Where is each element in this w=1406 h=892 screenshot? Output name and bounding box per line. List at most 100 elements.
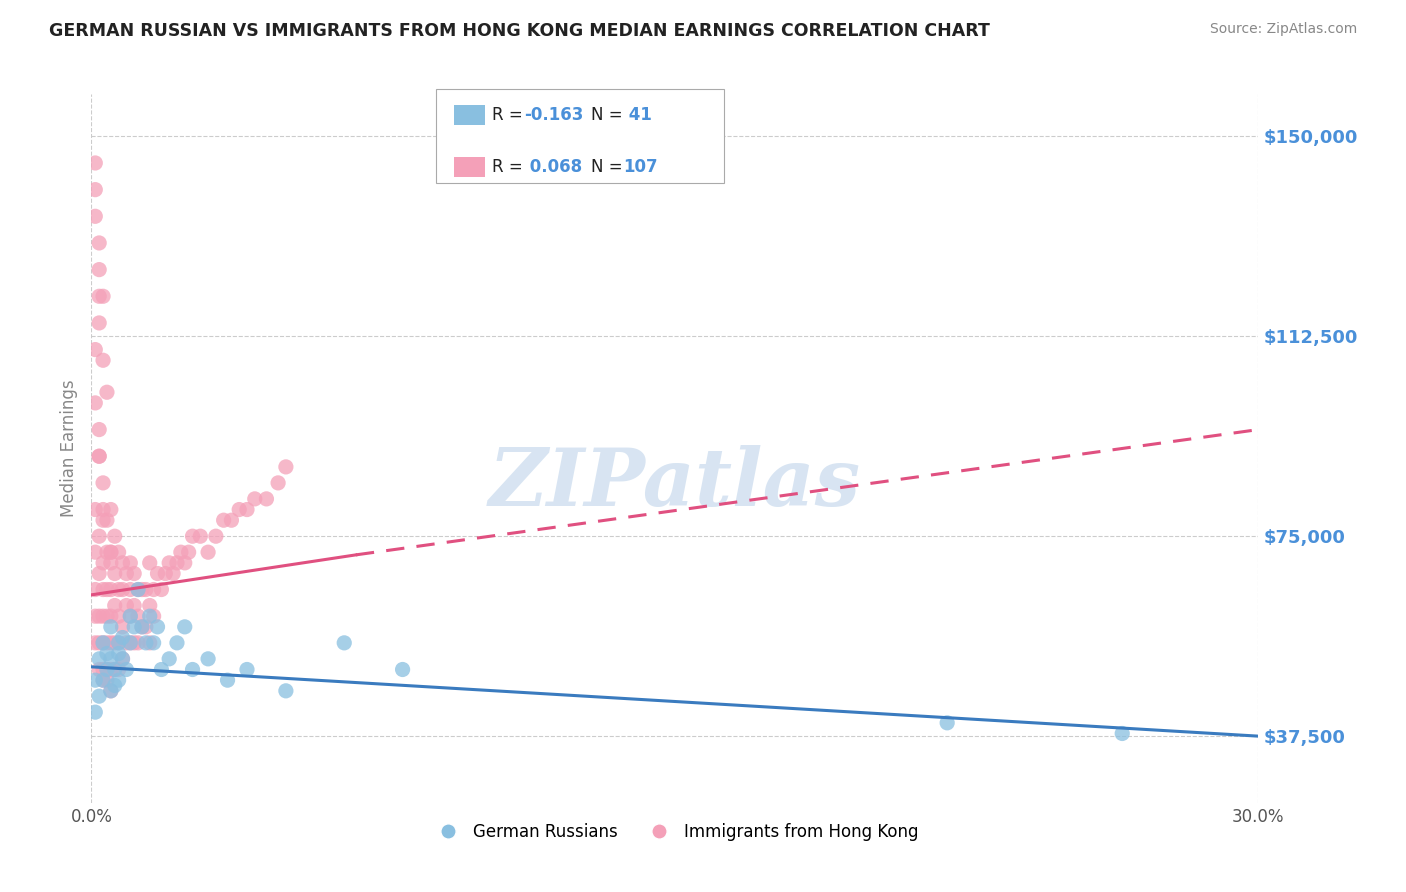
Point	[127, 582, 149, 597]
Point	[146, 620, 169, 634]
Point	[150, 663, 173, 677]
Point	[96, 385, 118, 400]
Point	[89, 566, 111, 581]
Point	[111, 556, 134, 570]
Point	[91, 353, 114, 368]
Point	[120, 636, 142, 650]
Point	[96, 663, 118, 677]
Point	[89, 449, 111, 463]
Point	[142, 636, 165, 650]
Text: -0.163: -0.163	[524, 106, 583, 124]
Point	[100, 636, 122, 650]
Point	[274, 459, 297, 474]
Point	[120, 609, 142, 624]
Text: ZIPatlas: ZIPatlas	[489, 445, 860, 523]
Point	[111, 652, 134, 666]
Point	[157, 652, 180, 666]
Point	[84, 183, 107, 197]
Point	[89, 289, 111, 303]
Point	[333, 636, 356, 650]
Point	[243, 491, 266, 506]
Point	[107, 663, 129, 677]
Point	[122, 599, 145, 613]
Point	[138, 636, 162, 650]
Point	[91, 556, 114, 570]
Text: 41: 41	[623, 106, 652, 124]
Point	[274, 683, 297, 698]
Point	[104, 529, 127, 543]
Point	[205, 529, 228, 543]
Point	[96, 636, 118, 650]
Point	[89, 689, 111, 703]
Point	[173, 556, 195, 570]
Point	[142, 582, 165, 597]
Point	[131, 620, 153, 634]
Point	[107, 647, 129, 661]
Point	[84, 502, 107, 516]
Point	[84, 209, 107, 223]
Point	[84, 156, 107, 170]
Point	[104, 599, 127, 613]
Point	[104, 663, 127, 677]
Point	[391, 663, 413, 677]
Text: R =: R =	[492, 158, 529, 176]
Point	[217, 673, 239, 688]
Point	[228, 502, 250, 516]
Point	[1111, 726, 1133, 740]
Point	[96, 647, 118, 661]
Point	[127, 582, 149, 597]
Point	[84, 673, 107, 688]
Point	[96, 663, 118, 677]
Point	[135, 636, 157, 650]
Point	[131, 582, 153, 597]
Point	[100, 663, 122, 677]
Point	[91, 582, 114, 597]
Point	[100, 620, 122, 634]
Point	[84, 396, 107, 410]
Point	[115, 566, 138, 581]
Point	[89, 663, 111, 677]
Point	[96, 582, 118, 597]
Point	[100, 545, 122, 559]
Point	[91, 609, 114, 624]
Point	[100, 545, 122, 559]
Point	[104, 566, 127, 581]
Point	[89, 316, 111, 330]
Point	[100, 683, 122, 698]
Point	[135, 582, 157, 597]
Point	[91, 663, 114, 677]
Point	[181, 663, 204, 677]
Point	[155, 566, 177, 581]
Point	[100, 556, 122, 570]
Text: N =: N =	[591, 158, 627, 176]
Point	[120, 636, 142, 650]
Point	[107, 636, 129, 650]
Text: N =: N =	[591, 106, 627, 124]
Point	[197, 652, 219, 666]
Point	[84, 343, 107, 357]
Point	[138, 556, 162, 570]
Point	[157, 556, 180, 570]
Point	[150, 582, 173, 597]
Point	[84, 636, 107, 650]
Point	[181, 529, 204, 543]
Point	[100, 502, 122, 516]
Point	[84, 582, 107, 597]
Point	[111, 652, 134, 666]
Point	[96, 513, 118, 527]
Point	[100, 683, 122, 698]
Point	[115, 599, 138, 613]
Point	[84, 545, 107, 559]
Point	[91, 513, 114, 527]
Point	[111, 620, 134, 634]
Point	[138, 599, 162, 613]
Text: GERMAN RUSSIAN VS IMMIGRANTS FROM HONG KONG MEDIAN EARNINGS CORRELATION CHART: GERMAN RUSSIAN VS IMMIGRANTS FROM HONG K…	[49, 22, 990, 40]
Point	[221, 513, 243, 527]
Point	[84, 609, 107, 624]
Text: 0.068: 0.068	[524, 158, 582, 176]
Point	[138, 609, 162, 624]
Point	[107, 545, 129, 559]
Point	[936, 715, 959, 730]
Point	[91, 289, 114, 303]
Point	[107, 636, 129, 650]
